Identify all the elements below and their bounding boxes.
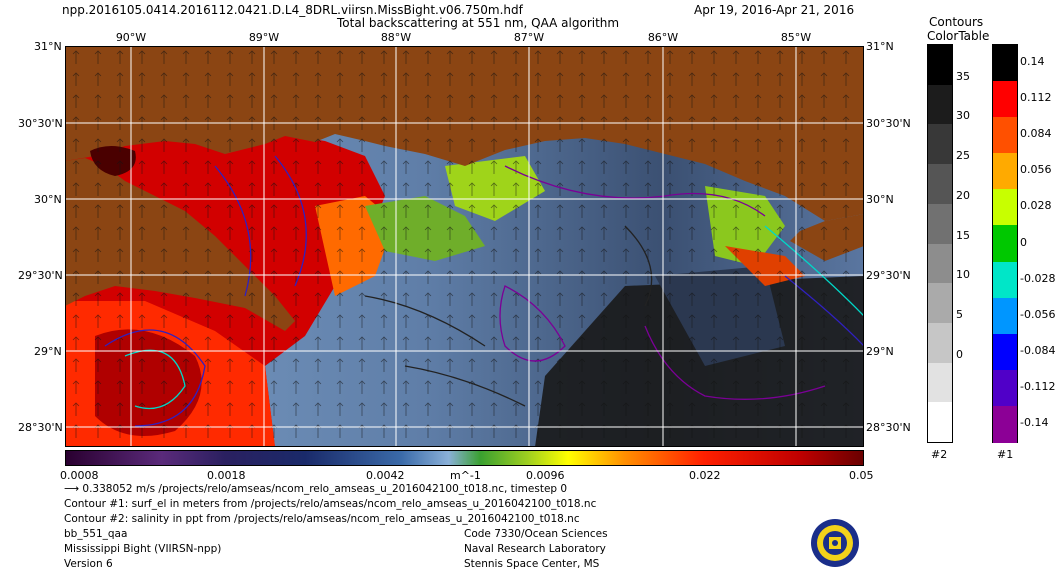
lon-label-88w: 88°W (380, 31, 412, 44)
org-code: Code 7330/Ocean Sciences (464, 528, 608, 540)
lon-label-85w: 85°W (780, 31, 812, 44)
contour2-label: 5 (956, 308, 963, 321)
contour1-description: Contour #1: surf_el in meters from /proj… (64, 498, 597, 510)
contour2-swatch (928, 84, 952, 125)
lat-label-left-30n: 30°N (34, 193, 62, 206)
contour1-swatch (993, 81, 1017, 119)
contour2-label: 35 (956, 70, 970, 83)
contour2-label: 10 (956, 268, 970, 281)
lat-label-right-28-30n: 28°30'N (866, 421, 911, 434)
version-label: Version 6 (64, 558, 113, 570)
file-name: npp.2016105.0414.2016112.0421.D.L4_8DRL.… (62, 3, 523, 17)
contour2-colortable (927, 44, 953, 443)
product-name: bb_551_qaa (64, 528, 128, 540)
lat-label-left-30-30n: 30°30'N (18, 117, 63, 130)
contour1-swatch (993, 45, 1017, 82)
contour1-label: -0.056 (1020, 308, 1056, 321)
lon-label-90w: 90°W (115, 31, 147, 44)
lat-label-right-29-30n: 29°30'N (866, 269, 911, 282)
contour-lines (104, 155, 864, 427)
contour2-swatch (928, 203, 952, 244)
contour2-swatch (928, 322, 952, 363)
contour1-label: -0.028 (1020, 272, 1056, 285)
contour1-label: 0.112 (1020, 91, 1052, 104)
lat-label-left-29n: 29°N (34, 345, 62, 358)
lat-label-right-30n: 30°N (866, 193, 894, 206)
colorbar-tick-4: 0.022 (689, 469, 721, 482)
contour2-label: 25 (956, 149, 970, 162)
contour1-swatch (993, 369, 1017, 407)
lon-label-89w: 89°W (248, 31, 280, 44)
product-subtitle: Total backscattering at 551 nm, QAA algo… (337, 16, 620, 30)
contour2-swatch (928, 402, 952, 443)
contour2-swatch (928, 124, 952, 165)
backscatter-map (65, 46, 864, 447)
colorbar-tick-5: 0.05 (849, 469, 874, 482)
contour1-swatch (993, 333, 1017, 371)
contour1-label: -0.14 (1020, 416, 1049, 429)
contour1-label: 0.028 (1020, 199, 1052, 212)
contour2-footer: #2 (931, 448, 948, 461)
org-location: Stennis Space Center, MS (464, 558, 600, 570)
contour2-label: 20 (956, 189, 970, 202)
contour1-label: 0 (1020, 236, 1027, 249)
contour1-label: 0.056 (1020, 163, 1052, 176)
contour1-swatch (993, 225, 1017, 263)
contour1-label: -0.084 (1020, 344, 1056, 357)
lat-label-left-29-30n: 29°30'N (18, 269, 63, 282)
colorbar-tick-3: 0.0096 (526, 469, 565, 482)
colorbar-tick-1: 0.0018 (207, 469, 246, 482)
colorbar-tick-2: 0.0042 (366, 469, 405, 482)
contour1-swatch (993, 261, 1017, 299)
colorbar-tick-0: 0.0008 (60, 469, 99, 482)
lon-label-87w: 87°W (513, 31, 545, 44)
colortable-title: ColorTable (927, 29, 990, 43)
contour1-label: 0.084 (1020, 127, 1052, 140)
contour1-colortable (992, 44, 1018, 443)
contour2-label: 15 (956, 229, 970, 242)
contour2-swatch (928, 243, 952, 284)
colorbar-unit: m^-1 (450, 469, 481, 482)
lat-label-right-29n: 29°N (866, 345, 894, 358)
contour2-label: 30 (956, 109, 970, 122)
contour1-swatch (993, 117, 1017, 155)
lat-label-left-28-30n: 28°30'N (18, 421, 63, 434)
map-frame (65, 46, 864, 447)
contour1-label: -0.112 (1020, 380, 1056, 393)
vector-arrow-icon: ⟶ (64, 483, 80, 495)
contour1-swatch (993, 189, 1017, 227)
contour2-description: Contour #2: salinity in ppt from /projec… (64, 513, 580, 525)
org-name: Naval Research Laboratory (464, 543, 606, 555)
contour1-swatch (993, 297, 1017, 335)
contour1-swatch (993, 153, 1017, 191)
region-name: Mississippi Bight (VIIRSN-npp) (64, 543, 222, 555)
contour2-swatch (928, 164, 952, 205)
contour2-swatch (928, 283, 952, 324)
lat-label-left-31n: 31°N (34, 40, 62, 53)
date-range: Apr 19, 2016-Apr 21, 2016 (694, 3, 855, 17)
lat-label-right-30-30n: 30°30'N (866, 117, 911, 130)
vector-legend: ⟶ 0.338052 m/s /projects/relo/amseas/nco… (64, 483, 567, 495)
contour1-label: 0.14 (1020, 55, 1045, 68)
vector-legend-text: 0.338052 m/s /projects/relo/amseas/ncom_… (82, 483, 568, 495)
contour1-footer: #1 (997, 448, 1014, 461)
lon-label-86w: 86°W (647, 31, 679, 44)
backscatter-colorbar (65, 450, 864, 466)
lat-label-right-31n: 31°N (866, 40, 894, 53)
contour1-swatch (993, 405, 1017, 443)
contour2-swatch (928, 45, 952, 85)
contour2-label: 0 (956, 348, 963, 361)
nrl-seal-logo (811, 519, 859, 567)
contour2-swatch (928, 362, 952, 403)
contours-title: Contours (929, 15, 984, 29)
